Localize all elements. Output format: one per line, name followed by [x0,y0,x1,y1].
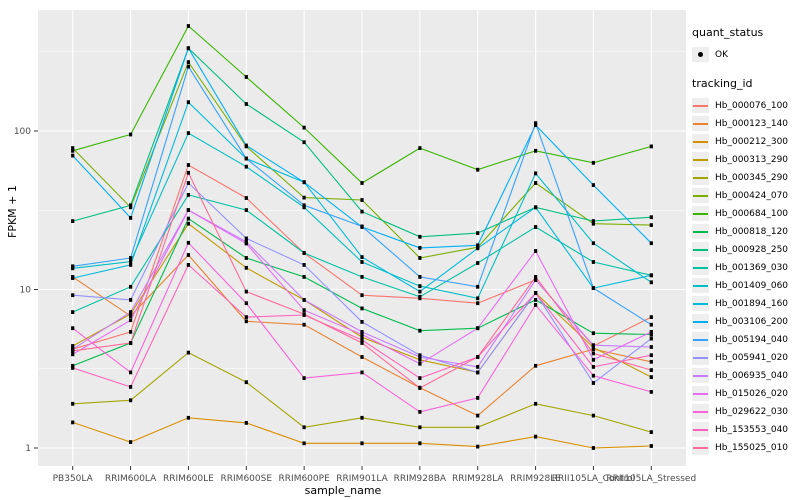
legend-item-Hb_000818_120: Hb_000818_120 [692,223,798,240]
legend-item-label: Hb_029622_030 [715,406,789,417]
y-tick-label: 10 [20,286,32,296]
line-swatch-icon [692,116,709,131]
legend-item-label: Hb_000818_120 [715,226,789,237]
ok-point-key [692,47,709,62]
legend-tracking-items: Hb_000076_100 Hb_000123_140 Hb_000212_300 H… [692,97,798,456]
line-swatch-icon [692,332,709,347]
legend-item-label: OK [715,49,728,60]
legend-tracking-id: tracking_id Hb_000076_100 Hb_000123_140 Hb… [692,77,798,456]
line-swatch-icon [692,188,709,203]
legend-item-label: Hb_000424_070 [715,190,789,201]
legend-item-Hb_029622_030: Hb_029622_030 [692,403,798,420]
x-tick-label: RRII105LA_Control [552,474,635,484]
line-swatch-icon [692,170,709,185]
legend-tracking-id-title: tracking_id [692,77,753,90]
line-swatch-icon [692,296,709,311]
legend-item-label: Hb_005194_040 [715,334,789,345]
legend-item-label: Hb_000684_100 [715,208,789,219]
legend-item-Hb_155025_010: Hb_155025_010 [692,439,798,456]
legend-item-label: Hb_005941_020 [715,352,789,363]
legend-item-Hb_003106_200: Hb_003106_200 [692,313,798,330]
line-swatch-icon [692,224,709,239]
legend-item-Hb_000123_140: Hb_000123_140 [692,115,798,132]
line-swatch-icon [692,98,709,113]
x-tick-label: RRIM600LE [163,474,214,484]
legend-item-Hb_006935_040: Hb_006935_040 [692,367,798,384]
data-points [71,24,653,450]
y-axis-title: FPKM + 1 [6,185,19,238]
legend-item-Hb_015026_020: Hb_015026_020 [692,385,798,402]
legend-item-Hb_000684_100: Hb_000684_100 [692,205,798,222]
legend-item-Hb_000212_300: Hb_000212_300 [692,133,798,150]
legend-item-label: Hb_000345_290 [715,172,789,183]
legend-item-Hb_005941_020: Hb_005941_020 [692,349,798,366]
x-tick-label: RRIM928LE [510,474,561,484]
line-swatch-icon [692,314,709,329]
legend-item-label: Hb_003106_200 [715,316,789,327]
x-tick-label: RRIM600LA [105,474,157,484]
tick-labels: 1 10 100 PB350LA RRIM600LA RRIM600LE RRIM600SE… [14,127,696,484]
point-marker-icon [698,52,703,57]
legend-quant-status: quant_status OK [692,26,798,63]
line-swatch-icon [692,278,709,293]
legend-item-Hb_000345_290: Hb_000345_290 [692,169,798,186]
legend-item-Hb_000928_250: Hb_000928_250 [692,241,798,258]
line-swatch-icon [692,206,709,221]
legend: quant_status OK tracking_id Hb_000076_10… [692,26,798,457]
line-swatch-icon [692,260,709,275]
legend-item-label: Hb_000928_250 [715,244,789,255]
legend-item-Hb_001369_030: Hb_001369_030 [692,259,798,276]
legend-quant-status-title: quant_status [692,26,764,39]
line-swatch-icon [692,152,709,167]
legend-item-label: Hb_000076_100 [715,100,789,111]
line-swatch-icon [692,404,709,419]
legend-item-label: Hb_001369_030 [715,262,789,273]
legend-item-label: Hb_000212_300 [715,136,789,147]
line-swatch-icon [692,134,709,149]
x-tick-label: RRIM928LA [452,474,504,484]
line-swatch-icon [692,350,709,365]
x-tick-label: RRIM928BA [394,474,447,484]
legend-item-Hb_153553_040: Hb_153553_040 [692,421,798,438]
x-tick-label: PB350LA [53,474,94,484]
legend-item-Hb_000424_070: Hb_000424_070 [692,187,798,204]
legend-item-Hb_001409_060: Hb_001409_060 [692,277,798,294]
legend-item-Hb_001894_160: Hb_001894_160 [692,295,798,312]
legend-item-Hb_005194_040: Hb_005194_040 [692,331,798,348]
legend-item-label: Hb_000313_290 [715,154,789,165]
x-tick-label: RRIM600SE [221,474,273,484]
x-axis-title: sample_name [304,484,382,497]
line-swatch-icon [692,422,709,437]
y-tick-label: 1 [25,444,31,454]
x-tick-label: RRII105LA_Stressed [606,474,696,484]
legend-item-Hb_000313_290: Hb_000313_290 [692,151,798,168]
legend-item-ok: OK [692,46,798,63]
legend-item-label: Hb_006935_040 [715,370,789,381]
legend-item-Hb_000076_100: Hb_000076_100 [692,97,798,114]
x-tick-label: RRIM600PE [279,474,331,484]
legend-item-label: Hb_001894_160 [715,298,789,309]
legend-item-label: Hb_155025_010 [715,442,789,453]
legend-item-label: Hb_000123_140 [715,118,789,129]
axis-ticks [34,130,652,470]
legend-item-label: Hb_001409_060 [715,280,789,291]
line-swatch-icon [692,386,709,401]
x-tick-label: RRIM901LA [336,474,388,484]
line-swatch-icon [692,440,709,455]
legend-item-label: Hb_153553_040 [715,424,789,435]
line-swatch-icon [692,368,709,383]
legend-item-label: Hb_015026_020 [715,388,789,399]
y-tick-label: 100 [14,127,31,137]
line-swatch-icon [692,242,709,257]
